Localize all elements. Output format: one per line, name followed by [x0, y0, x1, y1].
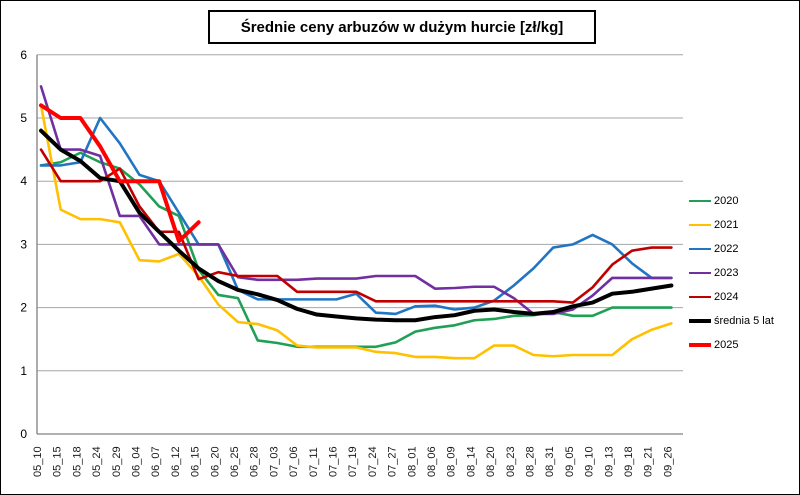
legend-item-2025: 2025 [689, 333, 774, 357]
x-tick-label-08_06: 08_06 [426, 446, 438, 477]
x-tick-label-06_12: 06_12 [170, 446, 182, 477]
legend-item-2021: 2021 [689, 213, 774, 237]
legend-label-2023: 2023 [714, 267, 739, 279]
x-tick-label-06_20: 06_20 [209, 446, 221, 477]
x-tick-label-08_28: 08_28 [525, 446, 537, 477]
legend-item-2020: 2020 [689, 189, 774, 213]
x-tick-label-08_09: 08_09 [446, 446, 458, 477]
x-tick-label-06_04: 06_04 [131, 446, 143, 477]
y-tick-label-3: 3 [20, 237, 27, 251]
x-tick-label-07_19: 07_19 [347, 446, 359, 477]
x-tick-label-09_26: 09_26 [662, 446, 674, 477]
y-tick-label-1: 1 [20, 364, 27, 378]
legend-swatch-2024 [689, 296, 711, 298]
y-tick-label-0: 0 [20, 427, 27, 441]
x-tick-label-07_06: 07_06 [288, 446, 300, 477]
x-tick-label-05_24: 05_24 [91, 446, 103, 477]
legend-label-2022: 2022 [714, 243, 739, 255]
x-tick-label-08_31: 08_31 [544, 446, 556, 477]
x-tick-label-08_20: 08_20 [485, 446, 497, 477]
legend-label-2024: 2024 [714, 291, 739, 303]
legend-label-średnia 5 lat: średnia 5 lat [714, 315, 774, 327]
y-tick-label-2: 2 [20, 301, 27, 315]
x-tick-label-07_03: 07_03 [268, 446, 280, 477]
x-tick-label-06_25: 06_25 [229, 446, 241, 477]
x-tick-label-05_15: 05_15 [52, 446, 64, 477]
legend-swatch-2023 [689, 272, 711, 274]
legend-swatch-średnia 5 lat [689, 319, 711, 323]
x-tick-label-09_21: 09_21 [643, 446, 655, 477]
series-line-2025 [39, 103, 201, 244]
chart-legend: 2020 2021 2022 2023 2024 średnia 5 lat 2025 [689, 189, 774, 357]
series-line-średnia 5 lat [39, 128, 674, 323]
x-tick-label-06_15: 06_15 [190, 446, 202, 477]
legend-label-2021: 2021 [714, 219, 739, 231]
x-tick-label-07_11: 07_11 [308, 447, 320, 477]
x-tick-label-07_24: 07_24 [367, 446, 379, 477]
x-tick-label-05_18: 05_18 [71, 446, 83, 477]
legend-item-średnia 5 lat: średnia 5 lat [689, 309, 774, 333]
legend-label-2025: 2025 [714, 339, 739, 351]
x-tick-label-09_05: 09_05 [564, 446, 576, 477]
legend-swatch-2022 [689, 248, 711, 250]
x-tick-label-08_23: 08_23 [505, 446, 517, 477]
legend-item-2022: 2022 [689, 237, 774, 261]
legend-item-2024: 2024 [689, 285, 774, 309]
series-line-2021 [39, 104, 673, 360]
x-tick-label-09_10: 09_10 [584, 446, 596, 477]
legend-swatch-2025 [689, 343, 711, 347]
chart-title: Średnie ceny arbuzów w dużym hurcie [zł/… [208, 10, 596, 44]
series-line-2024 [39, 148, 673, 304]
legend-item-2023: 2023 [689, 261, 774, 285]
legend-label-2020: 2020 [714, 195, 739, 207]
x-tick-label-06_28: 06_28 [249, 446, 261, 477]
x-tick-label-05_29: 05_29 [111, 446, 123, 477]
y-tick-label-5: 5 [20, 111, 27, 125]
legend-swatch-2020 [689, 200, 711, 202]
x-tick-label-05_10: 05_10 [32, 446, 44, 477]
x-tick-label-08_14: 08_14 [465, 446, 477, 477]
series-line-2022 [39, 116, 673, 316]
y-tick-label-6: 6 [20, 48, 27, 62]
x-tick-label-09_18: 09_18 [623, 446, 635, 477]
x-tick-label-06_07: 06_07 [150, 446, 162, 477]
legend-swatch-2021 [689, 224, 711, 226]
x-tick-label-07_27: 07_27 [387, 446, 399, 477]
x-tick-label-07_16: 07_16 [328, 446, 340, 477]
y-tick-label-4: 4 [20, 174, 27, 188]
x-tick-label-08_01: 08_01 [406, 446, 418, 477]
x-tick-label-09_13: 09_13 [603, 446, 615, 477]
series-line-2023 [39, 85, 673, 316]
